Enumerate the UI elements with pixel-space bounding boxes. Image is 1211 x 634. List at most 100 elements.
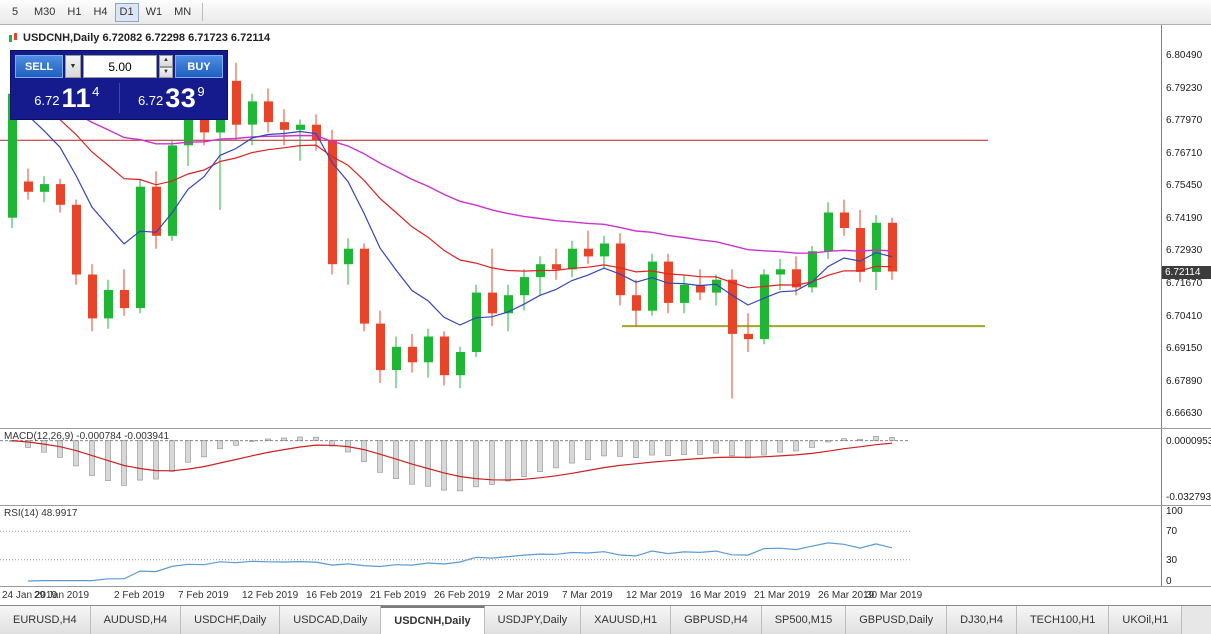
chart-tab-tech100[interactable]: TECH100,H1 — [1016, 606, 1110, 634]
symbol-row: USDCNH,Daily 6.72082 6.72298 6.71723 6.7… — [8, 32, 270, 44]
timeframe-button-h4[interactable]: H4 — [93, 5, 108, 18]
sell-price-display[interactable]: 6.72 11 4 — [15, 82, 119, 113]
sell-price-big: 11 — [61, 82, 92, 113]
date-label: 21 Mar 2019 — [754, 590, 811, 601]
ma-line — [11, 93, 893, 254]
date-label: 24 Jan 2019 — [2, 590, 58, 601]
price-axis-label: 6.69150 — [1166, 343, 1203, 354]
ma-lines — [11, 93, 893, 326]
macd-panel: MACD(12,26,9) -0.000784 -0.003941 0.0000… — [0, 428, 1211, 505]
date-label: 26 Feb 2019 — [434, 590, 491, 601]
rsi-axis: 100 70 30 0 — [1161, 506, 1211, 587]
price-axis-label: 6.72930 — [1166, 245, 1203, 256]
price-axis-label: 6.76710 — [1166, 148, 1203, 159]
volume-up-button[interactable]: ▲ — [159, 55, 173, 67]
chart-tab-usdcnh[interactable]: USDCNH,Daily — [381, 606, 485, 634]
symbol-ohlc-label: USDCNH,Daily 6.72082 6.72298 6.71723 6.7… — [23, 32, 271, 44]
timeframe-button-h1[interactable]: H1 — [67, 5, 82, 18]
price-axis-label: 6.77970 — [1166, 115, 1203, 126]
rsi-line — [27, 542, 893, 582]
date-label: 21 Feb 2019 — [370, 590, 427, 601]
macd-canvas[interactable] — [0, 429, 1161, 505]
macd-scale-bottom: -0.0327933 — [1166, 492, 1211, 503]
date-label: 12 Mar 2019 — [626, 590, 683, 601]
date-label: 2 Mar 2019 — [498, 590, 549, 601]
volume-dropdown-button[interactable]: ▼ — [65, 55, 81, 78]
one-click-trade-panel: SELL ▼ ▲ ▼ BUY 6.72 11 4 6.72 33 9 — [10, 50, 228, 120]
volume-spinner: ▲ ▼ — [159, 55, 173, 78]
rsi-scale-label: 0 — [1166, 576, 1172, 587]
rsi-scale-label: 70 — [1166, 526, 1178, 537]
volume-input[interactable] — [83, 55, 157, 78]
timeframe-buttons: 5 M30 H1 H4 D1 W1 MN — [2, 2, 197, 22]
sell-button[interactable]: SELL — [15, 55, 63, 78]
hlines[interactable] — [0, 139, 988, 328]
rsi-scale-label: 100 — [1166, 506, 1183, 517]
main-chart-panel: USDCNH,Daily 6.72082 6.72298 6.71723 6.7… — [0, 25, 1211, 428]
price-axis-label: 6.67890 — [1166, 376, 1203, 387]
date-label: 30 Mar 2019 — [866, 590, 923, 601]
price-axis-label: 6.74190 — [1166, 213, 1203, 224]
macd-axis: 0.0000953 -0.0327933 — [1161, 429, 1211, 505]
price-axis-label: 6.80490 — [1166, 50, 1203, 61]
chart-tab-sp500[interactable]: SP500,M15 — [761, 606, 847, 634]
chart-tab-bar: EURUSD,H4 AUDUSD,H4 USDCHF,Daily USDCAD,Dai… — [0, 605, 1211, 634]
date-label: 12 Feb 2019 — [242, 590, 299, 601]
main-chart-svg[interactable] — [0, 25, 1161, 428]
chart-tab-usdjpy[interactable]: USDJPY,Daily — [484, 606, 582, 634]
timeframe-button-d1[interactable]: D1 — [114, 2, 139, 22]
chart-tab-ukoil[interactable]: UKOil,H1 — [1109, 606, 1183, 634]
rsi-svg[interactable] — [0, 506, 1161, 586]
date-label: 29 Jan 2019 — [34, 590, 90, 601]
timeframe-button-m30[interactable]: M30 — [34, 5, 56, 18]
ma-line — [11, 93, 893, 289]
date-label: 16 Mar 2019 — [690, 590, 747, 601]
price-axis-label: 6.66630 — [1166, 408, 1203, 419]
chart-tab-xauusd[interactable]: XAUUSD,H1 — [581, 606, 672, 634]
chart-tab-gbpusd[interactable]: GBPUSD,H4 — [671, 606, 762, 634]
chart-tab-gbpusd[interactable]: GBPUSD,Daily — [846, 606, 948, 634]
buy-price-small: 6.72 — [137, 92, 164, 108]
chart-tab-audusd[interactable]: AUDUSD,H4 — [90, 606, 182, 634]
macd-scale-top: 0.0000953 — [1166, 436, 1211, 447]
sell-price-sup: 4 — [92, 83, 100, 99]
chart-tab-usdchf[interactable]: USDCHF,Daily — [181, 606, 281, 634]
date-label: 7 Mar 2019 — [562, 590, 613, 601]
candlestick-icon — [8, 32, 19, 44]
sell-price-small: 6.72 — [34, 92, 60, 108]
buy-price-sup: 9 — [197, 83, 205, 99]
macd-label: MACD(12,26,9) -0.000784 -0.003941 — [4, 431, 170, 442]
chart-tab-usdcad[interactable]: USDCAD,Daily — [280, 606, 382, 634]
trade-panel-divider — [118, 83, 120, 113]
ma-line — [11, 93, 893, 326]
macd-histogram — [9, 435, 895, 492]
chart-tab-dj30[interactable]: DJ30,H4 — [947, 606, 1017, 634]
price-axis-label: 6.79230 — [1166, 83, 1203, 94]
date-label: 16 Feb 2019 — [306, 590, 363, 601]
buy-button[interactable]: BUY — [175, 55, 223, 78]
current-price-badge: 6.72114 — [1162, 266, 1211, 279]
macd-svg[interactable] — [0, 429, 1161, 505]
date-axis[interactable]: 24 Jan 2019 29 Jan 2019 2 Feb 2019 7 Feb 20… — [0, 586, 1211, 605]
date-label: 26 Mar 2019 — [818, 590, 875, 601]
toolbar-separator — [202, 3, 204, 21]
timeframe-toolbar: 5 M30 H1 H4 D1 W1 MN — [0, 0, 1211, 25]
chart-tab-eurusd[interactable]: EURUSD,H4 — [0, 606, 91, 634]
price-axis-label: 6.75450 — [1166, 180, 1203, 191]
buy-price-big: 33 — [165, 82, 197, 113]
timeframe-button-w1[interactable]: W1 — [145, 5, 163, 18]
date-label: 7 Feb 2019 — [178, 590, 229, 601]
price-axis: 6.72114 6.80490 6.79230 6.77970 6.76710 6.75… — [1161, 25, 1211, 428]
volume-down-button[interactable]: ▼ — [159, 66, 173, 78]
main-chart-canvas[interactable] — [0, 25, 1161, 428]
macd-signal-line — [11, 440, 893, 481]
timeframe-button-5[interactable]: 5 — [11, 5, 19, 18]
rsi-label: RSI(14) 48.9917 — [4, 508, 78, 519]
timeframe-button-mn[interactable]: MN — [174, 5, 192, 18]
rsi-scale-label: 30 — [1166, 555, 1178, 566]
buy-price-display[interactable]: 6.72 33 9 — [120, 82, 224, 113]
price-axis-label: 6.70410 — [1166, 311, 1203, 322]
date-label: 2 Feb 2019 — [114, 590, 165, 601]
price-axis-label: 6.71670 — [1166, 278, 1203, 289]
rsi-canvas[interactable] — [0, 506, 1161, 586]
